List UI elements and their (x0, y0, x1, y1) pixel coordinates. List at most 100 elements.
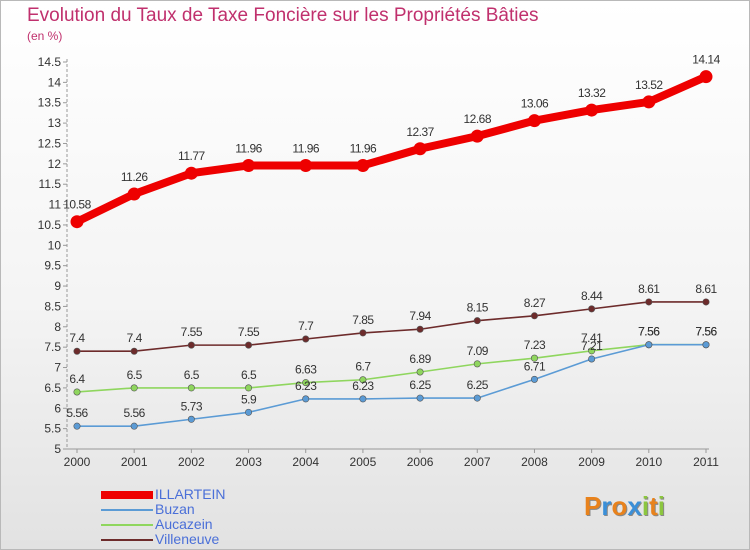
y-tick-label: 6 (54, 401, 61, 415)
data-point-buzan (416, 394, 424, 402)
y-tick-label: 14.5 (38, 55, 62, 69)
data-point-aucazein (302, 379, 310, 387)
x-tick-label: 2008 (521, 455, 548, 469)
legend-label: Villeneuve (155, 531, 220, 547)
data-point-illartein (699, 70, 713, 84)
data-label-buzan: 7.21 (581, 339, 603, 353)
data-label-villeneuve: 7.4 (69, 331, 85, 345)
brand-letter: P (584, 491, 602, 521)
data-point-villeneuve (302, 335, 310, 343)
y-tick-label: 8 (54, 320, 61, 334)
series-line-illartein (73, 72, 710, 226)
data-label-aucazein: 6.7 (355, 360, 371, 374)
data-label-buzan: 5.73 (181, 399, 203, 413)
data-point-buzan (530, 375, 538, 383)
data-point-illartein (356, 158, 370, 172)
data-point-buzan (245, 408, 253, 416)
data-point-aucazein (530, 354, 538, 362)
data-label-illartein: 13.52 (635, 78, 663, 92)
data-label-illartein: 11.96 (292, 141, 319, 155)
data-label-illartein: 12.37 (406, 125, 434, 139)
data-label-villeneuve: 7.94 (409, 309, 431, 323)
data-point-aucazein (73, 388, 81, 396)
data-label-aucazein: 7.41 (581, 331, 603, 345)
y-tick-label: 5 (54, 442, 61, 456)
data-point-aucazein (473, 360, 481, 368)
data-point-villeneuve (702, 298, 710, 306)
data-label-illartein: 11.26 (121, 170, 148, 184)
y-tick-label: 12 (48, 157, 62, 171)
data-point-illartein (127, 187, 141, 201)
series-lines (73, 72, 710, 427)
y-tick-label: 9 (54, 279, 61, 293)
data-point-villeneuve (645, 298, 653, 306)
legend-label: Buzan (155, 501, 195, 517)
x-tick-label: 2003 (235, 455, 262, 469)
data-label-aucazein: 6.89 (409, 352, 431, 366)
data-point-aucazein (359, 376, 367, 384)
y-tick-label: 11 (49, 198, 62, 212)
data-label-buzan: 5.56 (124, 406, 146, 420)
data-point-buzan (473, 394, 481, 402)
y-tick-label: 5.5 (44, 422, 61, 436)
data-label-illartein: 11.96 (235, 141, 262, 155)
data-point-aucazein (130, 384, 138, 392)
series-points (70, 70, 713, 430)
data-label-illartein: 12.68 (464, 112, 492, 126)
brand-letter: i (641, 491, 650, 521)
data-point-illartein (585, 103, 599, 117)
legend-label: ILLARTEIN (155, 486, 226, 502)
data-label-villeneuve: 8.44 (581, 289, 603, 303)
data-point-villeneuve (359, 329, 367, 337)
y-tick-label: 6.5 (44, 381, 61, 395)
x-tick-label: 2010 (635, 455, 662, 469)
axes: 55.566.577.588.599.51010.51111.51212.513… (38, 55, 720, 469)
x-tick-label: 2002 (178, 455, 205, 469)
series-line-aucazein (76, 343, 707, 393)
y-tick-label: 12.5 (38, 136, 62, 150)
data-point-villeneuve (588, 305, 596, 313)
data-label-buzan: 6.71 (524, 359, 546, 373)
data-label-buzan: 5.9 (241, 392, 257, 406)
y-axis-unit: (en %) (27, 29, 63, 43)
data-point-aucazein (187, 384, 195, 392)
data-point-illartein (470, 129, 484, 143)
data-label-villeneuve: 7.55 (238, 325, 260, 339)
data-label-villeneuve: 7.55 (181, 325, 203, 339)
y-tick-label: 11.5 (39, 177, 62, 191)
data-label-villeneuve: 7.85 (352, 313, 374, 327)
data-label-buzan: 6.23 (295, 379, 317, 393)
data-label-aucazein: 6.5 (184, 368, 200, 382)
legend-swatch (101, 539, 153, 541)
data-label-villeneuve: 8.15 (467, 301, 489, 315)
y-tick-label: 7 (54, 361, 61, 375)
y-tick-label: 8.5 (44, 299, 61, 313)
data-point-illartein (70, 215, 84, 229)
data-label-aucazein: 7.23 (524, 338, 546, 352)
data-label-buzan: 6.23 (352, 379, 374, 393)
data-point-buzan (588, 355, 596, 363)
data-label-buzan: 7.56 (638, 325, 660, 339)
data-point-villeneuve (187, 341, 195, 349)
data-point-buzan (130, 422, 138, 430)
data-label-buzan: 6.25 (409, 378, 431, 392)
y-tick-label: 13 (48, 116, 62, 130)
data-point-villeneuve (73, 347, 81, 355)
data-point-aucazein (245, 384, 253, 392)
chart-title: Evolution du Taux de Taxe Foncière sur l… (27, 5, 539, 26)
data-point-buzan (302, 395, 310, 403)
data-label-illartein: 10.58 (63, 198, 91, 212)
data-point-villeneuve (416, 325, 424, 333)
data-point-buzan (187, 415, 195, 423)
legend-label: Aucazein (155, 516, 213, 532)
data-point-villeneuve (245, 341, 253, 349)
data-point-buzan (359, 395, 367, 403)
data-label-aucazein: 6.63 (295, 363, 317, 377)
y-tick-label: 9.5 (44, 259, 61, 273)
data-point-buzan (702, 341, 710, 349)
legend-swatch (101, 509, 153, 511)
x-tick-label: 2001 (121, 455, 148, 469)
data-label-buzan: 7.56 (695, 325, 717, 339)
data-label-buzan: 5.56 (66, 406, 88, 420)
